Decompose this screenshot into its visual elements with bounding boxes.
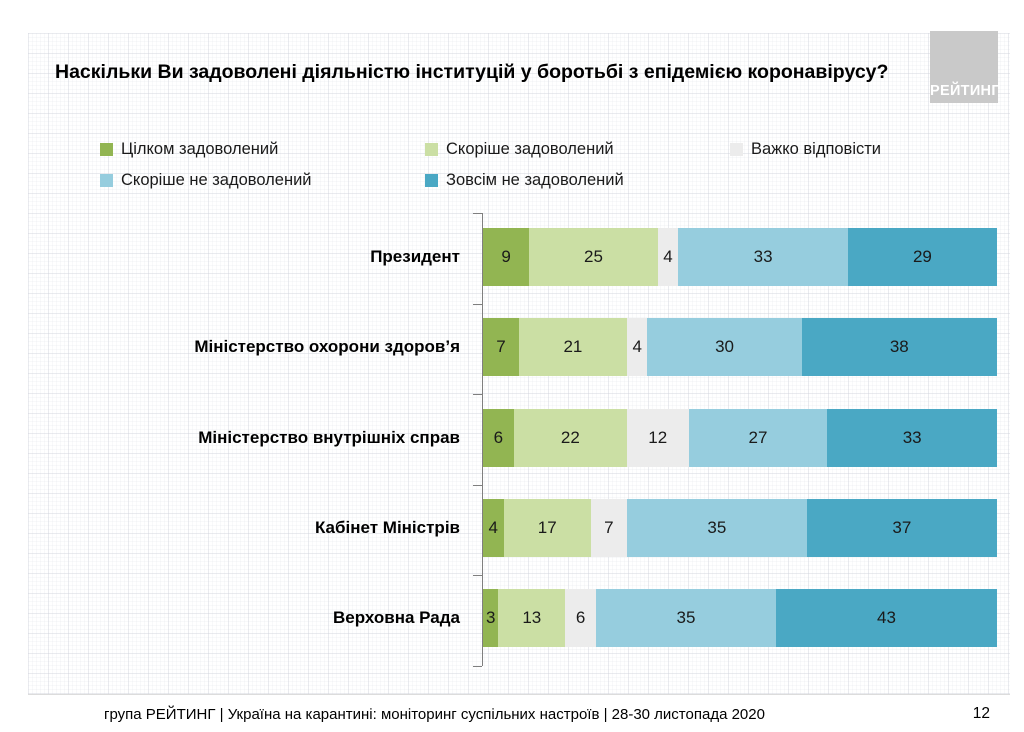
legend-item: Скоріше не задоволений (100, 171, 312, 189)
stacked-bar: 6 22 12 27 33 (483, 409, 997, 467)
axis-tick (473, 666, 482, 667)
legend-swatch-icon (425, 142, 438, 156)
bar-segment: 21 (518, 318, 627, 376)
stacked-bar: 3 13 6 35 43 (483, 589, 997, 647)
category-label: Міністерство охорони здоров’я (194, 337, 460, 356)
bar-segment: 25 (529, 228, 658, 286)
bar-segment: 7 (590, 499, 627, 557)
page-title: Наскільки Ви задоволені діяльністю інсти… (55, 61, 889, 83)
bar-segment: 9 (483, 228, 530, 286)
bar-segment: 17 (503, 499, 591, 557)
axis-tick (473, 575, 482, 576)
legend-label: Важко відповісти (751, 139, 882, 158)
bar-segment: 43 (775, 589, 997, 647)
chart-row: Міністерство внутрішніх справ 6 22 12 27 33 (0, 409, 1024, 467)
axis-tick (473, 485, 482, 486)
bar-segment: 4 (657, 228, 679, 286)
stacked-bar: 9 25 4 33 29 (483, 228, 997, 286)
axis-tick (473, 394, 482, 395)
category-label: Кабінет Міністрів (314, 518, 460, 537)
legend-swatch-icon (100, 173, 113, 187)
chart-row: Міністерство охорони здоров’я 7 21 4 30 38 (0, 318, 1024, 376)
legend-item: Скоріше задоволений (425, 140, 614, 158)
stacked-bar: 4 17 7 35 37 (483, 499, 997, 557)
axis-tick (473, 213, 482, 214)
bar-segment: 29 (847, 228, 997, 286)
category-label: Верховна Рада (332, 608, 460, 627)
legend-item: Цілком задоволений (100, 140, 278, 158)
bar-segment: 27 (688, 409, 828, 467)
category-label: Міністерство внутрішніх справ (198, 428, 460, 447)
bar-segment: 33 (827, 409, 997, 467)
legend-label: Скоріше задоволений (446, 139, 614, 158)
legend-swatch-icon (425, 173, 438, 187)
legend-label: Цілком задоволений (121, 139, 279, 158)
bar-segment: 12 (626, 409, 689, 467)
legend-label: Зовсім не задоволений (446, 170, 624, 189)
bar-segment: 35 (626, 499, 807, 557)
legend-swatch-icon (730, 142, 743, 156)
bar-segment: 30 (647, 318, 802, 376)
bar-segment: 7 (483, 318, 519, 376)
bar-segment: 6 (483, 409, 514, 467)
chart-row: Верховна Рада 3 13 6 35 43 (0, 589, 1024, 647)
bar-segment: 37 (806, 499, 997, 557)
chart-axis-line (482, 213, 483, 666)
legend-label: Скоріше не задоволений (121, 170, 312, 189)
bar-segment: 3 (483, 589, 499, 647)
footer-divider (28, 694, 1010, 695)
stacked-bar: 7 21 4 30 38 (483, 318, 997, 376)
bar-segment: 13 (498, 589, 566, 647)
legend-item: Зовсім не задоволений (425, 171, 624, 189)
bar-segment: 22 (513, 409, 627, 467)
page-number: 12 (972, 705, 990, 722)
bar-segment: 6 (565, 589, 597, 647)
chart-row: Президент 9 25 4 33 29 (0, 228, 1024, 286)
legend-swatch-icon (100, 142, 113, 156)
category-label: Президент (370, 247, 460, 266)
legend-item: Важко відповісти (730, 140, 881, 158)
bar-segment: 4 (483, 499, 504, 557)
bar-segment: 35 (596, 589, 776, 647)
bar-segment: 4 (626, 318, 648, 376)
rating-logo-label: РЕЙТИНГ (930, 83, 1000, 99)
chart-row: Кабінет Міністрів 4 17 7 35 37 (0, 499, 1024, 557)
rating-group-logo: РЕЙТИНГ (930, 31, 1000, 103)
axis-tick (473, 304, 482, 305)
footer-source: група РЕЙТИНГ | Україна на карантині: мо… (104, 706, 765, 723)
bar-segment: 38 (801, 318, 997, 376)
bar-segment: 33 (678, 228, 848, 286)
